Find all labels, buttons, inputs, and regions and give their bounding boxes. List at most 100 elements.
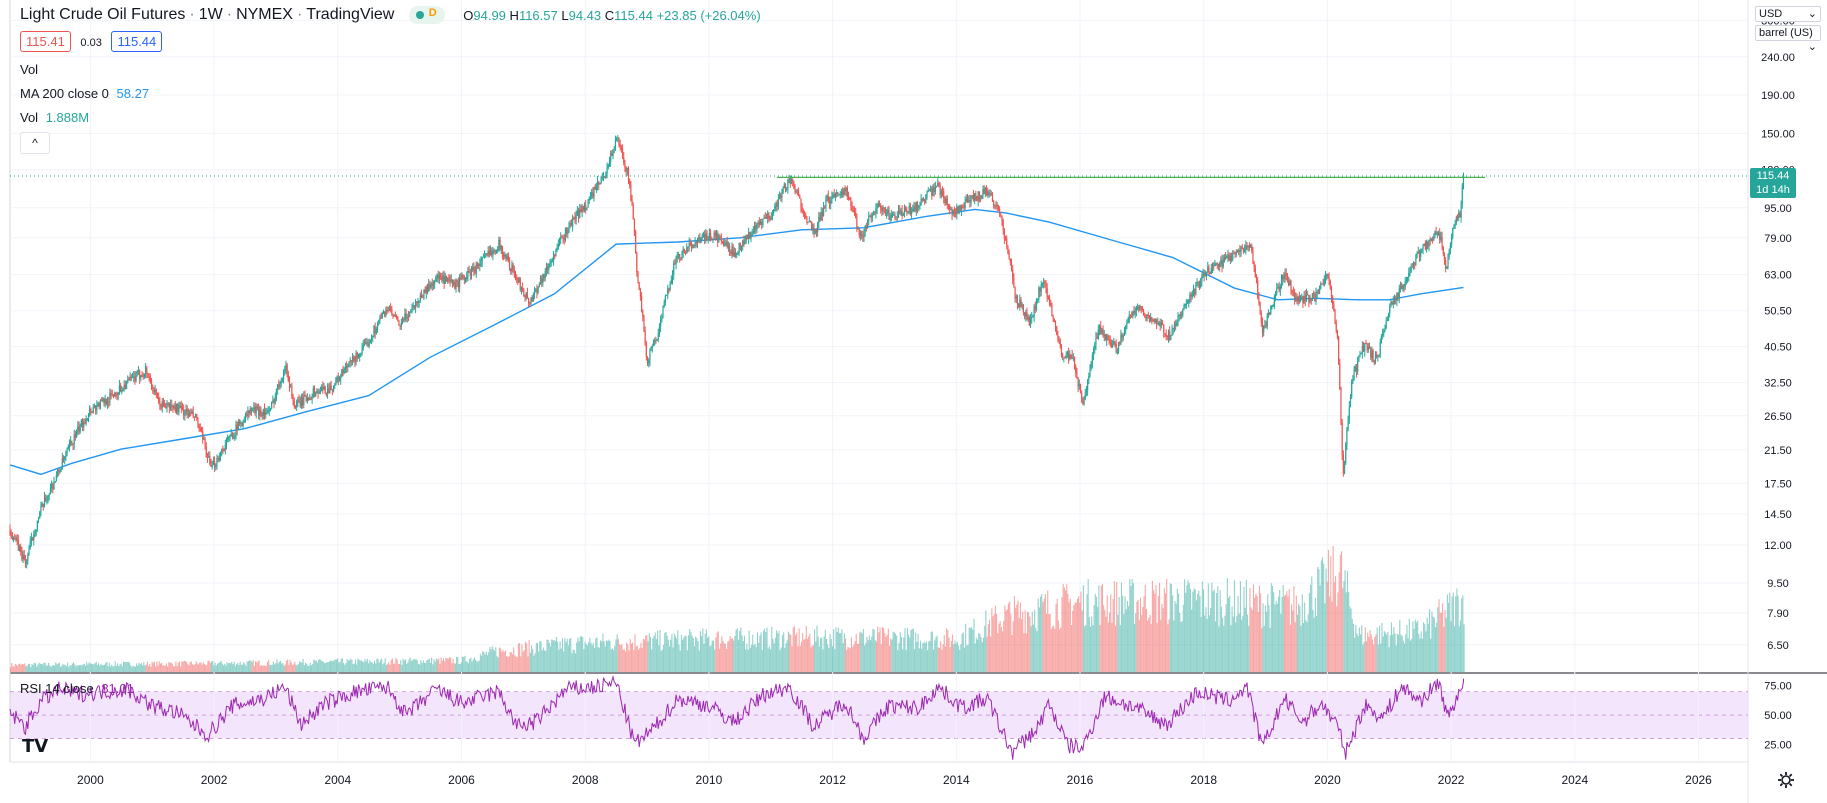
volume-bar [1094, 593, 1096, 672]
candle-body [1228, 254, 1230, 261]
indicator-ma-legend[interactable]: MA 200 close 0 58.27 [20, 86, 150, 101]
volume-bar [842, 642, 844, 672]
candle-body [817, 222, 819, 232]
symbol-title[interactable]: Light Crude Oil Futures [20, 6, 186, 23]
candle-body [1402, 285, 1404, 289]
candle-body [1295, 296, 1297, 301]
volume-bar [766, 627, 768, 672]
candle-body [292, 397, 294, 401]
unit-select[interactable]: barrel (US) ⌄ [1755, 25, 1821, 53]
candle-body [117, 393, 119, 395]
volume-bar [1191, 609, 1193, 672]
candle-body [795, 191, 797, 193]
candle-body [679, 253, 681, 259]
buy-price-button[interactable]: 115.44 [111, 31, 163, 52]
candle-body [1450, 237, 1453, 246]
candle-body [657, 333, 659, 340]
candle-body [268, 410, 270, 412]
volume-bar [1337, 592, 1339, 672]
volume-bar [495, 647, 497, 672]
candle-body [1374, 354, 1377, 363]
candle-body [181, 407, 184, 410]
candle-body [372, 336, 374, 338]
volume-bar [1308, 593, 1310, 672]
indicator-vol2-legend[interactable]: Vol 1.888M [20, 110, 90, 125]
volume-bar [1369, 630, 1371, 672]
rsi-tick-label: 25.00 [1764, 739, 1792, 751]
volume-bar [1100, 585, 1102, 672]
volume-bar [652, 638, 654, 672]
volume-bar [162, 665, 164, 672]
market-status-badge[interactable]: D [408, 6, 445, 24]
volume-bar [233, 661, 235, 672]
candle-body [897, 210, 900, 217]
candle-body [1120, 334, 1122, 344]
volume-bar [1370, 634, 1372, 672]
volume-bar [756, 632, 759, 672]
candle-body [587, 199, 589, 208]
candle-body [1263, 325, 1265, 333]
candle-body [394, 315, 396, 317]
interval-label[interactable]: 1W [198, 6, 223, 23]
gear-icon[interactable] [1777, 771, 1795, 789]
volume-bar [830, 638, 832, 672]
candle-body [1126, 323, 1128, 326]
candle-body [1214, 263, 1216, 267]
rsi-legend[interactable]: RSI 14 close 81.01 [20, 681, 134, 696]
volume-bar [1396, 633, 1398, 672]
volume-bar [33, 662, 35, 672]
sell-price-button[interactable]: 115.41 [20, 31, 71, 52]
volume-bar [710, 645, 712, 672]
candle-body [1365, 343, 1367, 345]
candle-body [379, 317, 381, 321]
candle-body [366, 342, 368, 344]
candle-body [246, 413, 248, 416]
candle-body [1094, 345, 1096, 349]
volume-bar [83, 663, 85, 672]
volume-bar [954, 640, 956, 672]
candle-body [901, 210, 903, 217]
volume-bar [927, 650, 929, 672]
volume-bar [569, 638, 571, 672]
volume-bar [463, 656, 465, 672]
candle-body [86, 418, 88, 420]
volume-bar [231, 661, 233, 672]
volume-bar [366, 658, 368, 672]
volume-bar [589, 637, 591, 672]
volume-bar [829, 634, 831, 672]
tradingview-logo[interactable]: TV [22, 736, 49, 757]
volume-bar [1224, 615, 1226, 672]
volume-bar [952, 634, 954, 672]
candle-body [745, 234, 747, 241]
candle-body [1387, 313, 1390, 320]
collapse-legend-button[interactable]: ^ [20, 132, 50, 154]
candle-body [443, 275, 445, 284]
volume-bar [683, 637, 685, 672]
volume-bar [139, 664, 141, 672]
candle-body [1335, 322, 1337, 330]
candle-body [272, 400, 274, 403]
volume-bar [302, 659, 304, 672]
volume-bar [609, 640, 611, 672]
candle-body [307, 397, 310, 401]
candle-body [878, 203, 881, 206]
candle-body [856, 218, 858, 230]
volume-bar [1255, 593, 1257, 672]
candle-body [794, 187, 796, 193]
volume-bar [519, 643, 521, 672]
candle-body [1057, 334, 1059, 339]
volume-bar [255, 661, 257, 672]
volume-bar [161, 662, 163, 672]
indicator-vol-legend[interactable]: Vol [20, 62, 39, 77]
volume-bar [296, 665, 298, 672]
volume-bar [812, 645, 814, 672]
candle-body [1022, 304, 1024, 313]
currency-select[interactable]: USD ⌄ [1755, 6, 1821, 22]
candle-body [969, 199, 971, 203]
candle-body [351, 356, 354, 362]
price-tick-label: 79.00 [1764, 233, 1792, 245]
candle-body [968, 199, 970, 201]
volume-bar [1112, 599, 1114, 672]
